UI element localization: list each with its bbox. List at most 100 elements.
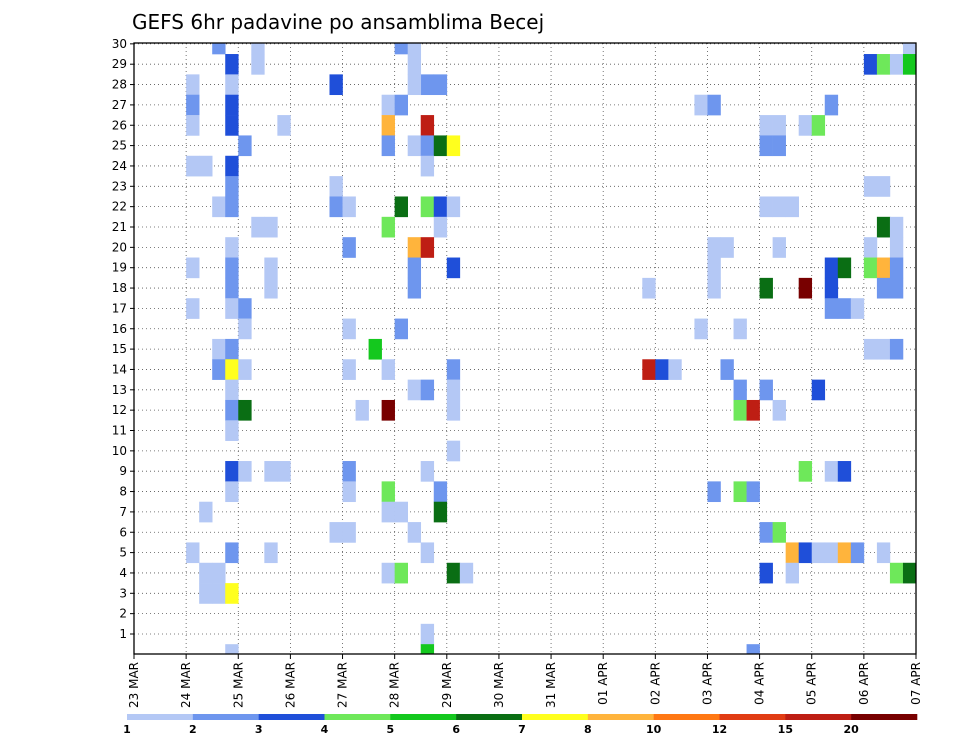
heatmap-cell bbox=[759, 277, 773, 299]
data-cells bbox=[186, 43, 917, 655]
heatmap-cell bbox=[238, 359, 252, 380]
heatmap-cell bbox=[212, 359, 226, 380]
heatmap-cell bbox=[342, 318, 356, 340]
heatmap-cell bbox=[420, 644, 435, 655]
heatmap-cell bbox=[199, 501, 213, 523]
heatmap-cell bbox=[902, 43, 917, 55]
chart-title: GEFS 6hr padavine po ansamblima Becej bbox=[132, 10, 544, 34]
heatmap-cell bbox=[264, 461, 278, 482]
heatmap-cell bbox=[420, 379, 435, 401]
legend-swatch bbox=[324, 714, 391, 720]
heatmap-cell bbox=[420, 623, 435, 645]
heatmap-cell bbox=[420, 461, 435, 482]
y-tick-label: 14 bbox=[112, 362, 127, 376]
legend-tick-label: 1 bbox=[123, 723, 131, 736]
y-tick-label: 21 bbox=[112, 220, 127, 234]
heatmap-cell bbox=[251, 216, 265, 238]
heatmap-cell bbox=[850, 298, 865, 319]
x-tick-label: 02 APR bbox=[648, 662, 662, 705]
heatmap-cell bbox=[446, 196, 461, 218]
heatmap-cell bbox=[902, 562, 917, 584]
heatmap-cell bbox=[342, 461, 356, 482]
heatmap-cell bbox=[199, 583, 213, 604]
heatmap-cell bbox=[798, 461, 813, 482]
heatmap-cell bbox=[863, 237, 878, 258]
plot-frame bbox=[133, 42, 917, 655]
heatmap-cell bbox=[811, 542, 826, 564]
heatmap-cell bbox=[186, 115, 200, 136]
legend-tick-label: 12 bbox=[712, 723, 727, 736]
x-tick-label: 27 MAR bbox=[336, 662, 350, 708]
heatmap-cell bbox=[824, 257, 839, 279]
heatmap-cell bbox=[772, 522, 786, 543]
heatmap-cell bbox=[707, 257, 721, 279]
y-tick-label: 7 bbox=[119, 505, 127, 519]
heatmap-cell bbox=[876, 277, 891, 299]
heatmap-cell bbox=[876, 542, 891, 564]
y-tick-label: 5 bbox=[119, 546, 127, 560]
heatmap-cell bbox=[759, 196, 773, 218]
heatmap-cell bbox=[407, 43, 422, 55]
heatmap-cell bbox=[746, 481, 760, 503]
heatmap-cell bbox=[889, 257, 904, 279]
heatmap-cell bbox=[772, 399, 786, 421]
heatmap-cell bbox=[759, 562, 773, 584]
legend-swatch bbox=[719, 714, 786, 720]
heatmap-cell bbox=[186, 257, 200, 279]
y-tick-label: 29 bbox=[112, 57, 127, 71]
heatmap-cell bbox=[446, 135, 461, 157]
heatmap-cell bbox=[824, 542, 839, 564]
y-tick-label: 13 bbox=[112, 383, 127, 397]
y-axis-ticks: 1234567891011121314151617181920212223242… bbox=[112, 37, 134, 641]
heatmap-cell bbox=[186, 74, 200, 96]
legend-tick-label: 8 bbox=[584, 723, 592, 736]
x-tick-label: 06 APR bbox=[857, 662, 871, 705]
heatmap-cell bbox=[407, 379, 422, 401]
heatmap-cell bbox=[811, 379, 826, 401]
heatmap-cell bbox=[407, 74, 422, 96]
y-tick-label: 26 bbox=[112, 118, 127, 132]
y-tick-label: 9 bbox=[119, 464, 127, 478]
x-tick-label: 23 MAR bbox=[127, 662, 141, 708]
heatmap-cell bbox=[277, 461, 291, 482]
heatmap-cell bbox=[837, 461, 852, 482]
x-tick-label: 25 MAR bbox=[231, 662, 245, 708]
y-tick-label: 30 bbox=[112, 37, 127, 51]
heatmap-cell bbox=[342, 237, 356, 258]
heatmap-cell bbox=[433, 135, 448, 157]
heatmap-cell bbox=[277, 115, 291, 136]
x-tick-label: 29 MAR bbox=[440, 662, 454, 708]
x-axis-ticks: 23 MAR 24 MAR 25 MAR 26 MAR 27 MAR 28 MAR 29 M… bbox=[127, 654, 923, 708]
heatmap-cell bbox=[863, 257, 878, 279]
heatmap-cell bbox=[655, 359, 669, 380]
y-tick-label: 24 bbox=[112, 159, 127, 173]
heatmap-cell bbox=[251, 43, 265, 55]
heatmap-cell bbox=[225, 461, 239, 482]
heatmap-cell bbox=[420, 135, 435, 157]
heatmap-cell bbox=[225, 74, 239, 96]
heatmap-cell bbox=[889, 237, 904, 258]
heatmap-cell bbox=[420, 237, 435, 258]
heatmap-cell bbox=[342, 359, 356, 380]
heatmap-cell bbox=[420, 196, 435, 218]
y-tick-label: 11 bbox=[112, 424, 127, 438]
heatmap-cell bbox=[368, 338, 382, 360]
y-tick-label: 17 bbox=[112, 301, 127, 315]
heatmap-cell bbox=[225, 176, 239, 197]
legend-swatch bbox=[785, 714, 852, 720]
heatmap-cell bbox=[238, 135, 252, 157]
legend-swatch bbox=[192, 714, 259, 720]
heatmap-cell bbox=[394, 94, 408, 116]
legend-tick-label: 3 bbox=[255, 723, 263, 736]
heatmap-cell bbox=[212, 583, 226, 604]
heatmap-cell bbox=[238, 461, 252, 482]
legend-swatch bbox=[522, 714, 589, 720]
heatmap-cell bbox=[798, 277, 813, 299]
legend-swatch bbox=[587, 714, 654, 720]
x-tick-label: 26 MAR bbox=[283, 662, 297, 708]
y-tick-label: 20 bbox=[112, 240, 127, 254]
legend-swatch bbox=[258, 714, 325, 720]
x-tick-label: 24 MAR bbox=[179, 662, 193, 708]
legend-tick-label: 15 bbox=[778, 723, 793, 736]
heatmap-cell bbox=[394, 196, 408, 218]
